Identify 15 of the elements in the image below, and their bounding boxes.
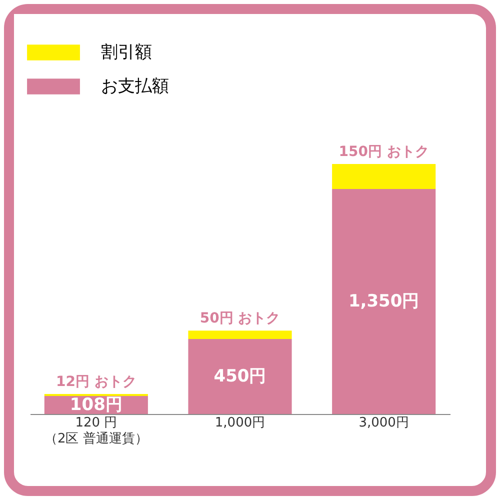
data-label: 108円 (70, 395, 122, 415)
data-label: 1,350円 (348, 292, 420, 312)
data-label: 450円 (214, 366, 266, 386)
legend-label: 割引額 (101, 42, 152, 62)
bar (332, 164, 436, 189)
bar (188, 339, 292, 414)
x-tick-label: 3,000円 (358, 416, 409, 430)
x-tick-label: 1,000円 (214, 416, 266, 430)
bar (188, 330, 292, 339)
data-label: 150円 おトク (338, 144, 429, 160)
x-tick-label: 120 円（2区 普通運賃） (44, 416, 148, 446)
legend-label: お支払額 (101, 76, 169, 96)
bar (332, 189, 436, 414)
data-label: 12円 おトク (56, 374, 136, 390)
data-label: 50円 おトク (200, 310, 280, 327)
